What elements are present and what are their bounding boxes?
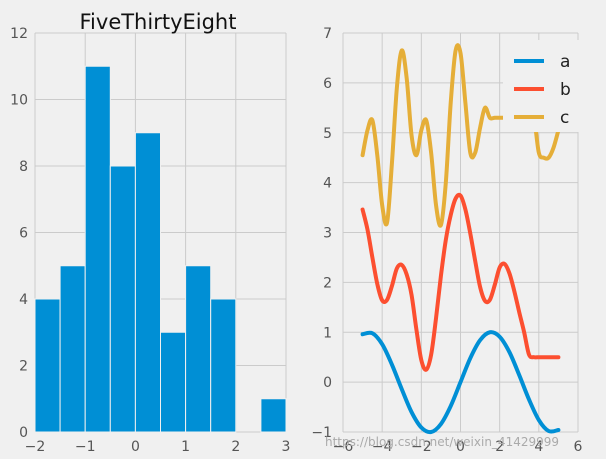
histogram-bar — [109, 165, 136, 433]
line-chart-x-tick-label: 6 — [574, 439, 583, 455]
histogram-y-tick-label: 4 — [19, 292, 28, 308]
line-chart-x-tick-label: 0 — [456, 439, 465, 455]
histogram-y-tick-label: 10 — [10, 93, 28, 109]
line-chart-x-tick-label: −6 — [333, 439, 354, 455]
line-chart-gridlines — [342, 32, 579, 433]
line-chart-y-tick-label: 5 — [323, 126, 332, 142]
legend: abc — [503, 40, 591, 132]
line-chart-y-tick-label: 7 — [323, 26, 332, 42]
histogram-y-tick-label: 8 — [19, 159, 28, 175]
line-chart-y-tick-label: −1 — [311, 425, 332, 441]
histogram-bar — [34, 298, 61, 433]
histogram-x-tick-label: 3 — [282, 439, 291, 455]
series-line-a — [360, 330, 561, 435]
line-chart-y-tick-label: 3 — [323, 226, 332, 242]
chart-title: FiveThirtyEight — [80, 10, 237, 34]
histogram-x-tick-label: −2 — [25, 439, 46, 455]
histogram-y-tick-label: 0 — [19, 425, 28, 441]
histogram-x-tick-label: 2 — [231, 439, 240, 455]
histogram-x-tick-label: −1 — [75, 439, 96, 455]
line-chart-x-tick-labels: −6 −4 −2 0 2 4 6 — [333, 439, 583, 455]
histogram-bar — [134, 132, 161, 433]
histogram-x-tick-label: 0 — [131, 439, 140, 455]
line-chart-x-tick-label: 4 — [534, 439, 543, 455]
histogram-y-tick-labels: 0 2 4 6 8 10 12 — [10, 26, 28, 441]
histogram-bar — [260, 398, 287, 433]
histogram-bar — [84, 65, 111, 433]
histogram-bar — [185, 265, 212, 433]
histogram-bar — [59, 265, 86, 433]
histogram-bar — [160, 331, 187, 433]
histogram-x-tick-labels: −2 −1 0 1 2 3 — [25, 439, 291, 455]
histogram-y-tick-label: 6 — [19, 226, 28, 242]
line-chart-y-tick-label: 4 — [323, 176, 332, 192]
line-chart-x-tick-label: −2 — [411, 439, 432, 455]
line-chart-y-tick-label: 2 — [323, 275, 332, 291]
legend-label-a: a — [560, 52, 570, 72]
series-line-b — [360, 192, 561, 372]
line-chart-x-tick-label: −4 — [372, 439, 393, 455]
line-chart-axes: −6 −4 −2 0 2 4 6 −1 0 1 2 3 4 5 6 7 abc — [311, 26, 591, 455]
watermark-text: https://blog.csdn.net/weixin_41429999 — [325, 435, 559, 449]
line-chart-y-tick-label: 6 — [323, 76, 332, 92]
legend-label-c: c — [560, 108, 569, 128]
line-chart-y-tick-label: 0 — [323, 375, 332, 391]
histogram-y-tick-label: 2 — [19, 359, 28, 375]
histogram-y-tick-label: 12 — [10, 26, 28, 42]
line-chart-y-tick-label: 1 — [323, 325, 332, 341]
line-chart-y-tick-labels: −1 0 1 2 3 4 5 6 7 — [311, 26, 332, 441]
histogram-x-tick-label: 1 — [181, 439, 190, 455]
line-chart-x-tick-label: 2 — [495, 439, 504, 455]
histogram-bar — [210, 298, 237, 433]
legend-label-b: b — [560, 80, 571, 100]
histogram-bars — [34, 65, 287, 433]
